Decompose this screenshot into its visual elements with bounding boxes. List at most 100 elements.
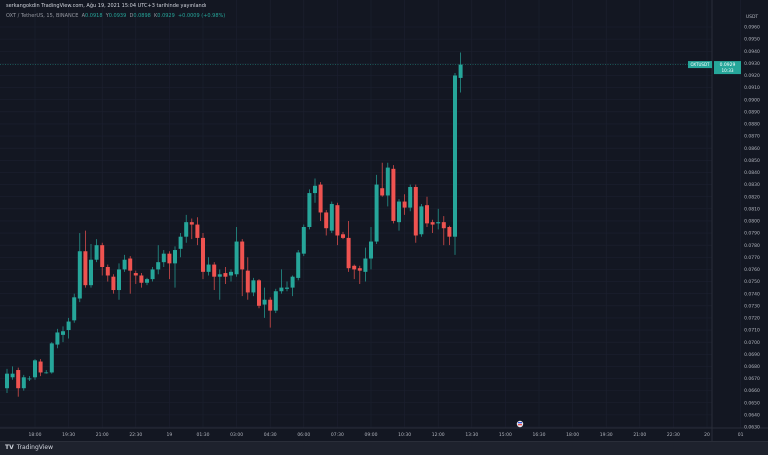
candle[interactable] bbox=[195, 217, 200, 246]
time-axis[interactable]: 18:00 19:30 21:00 22:30 19 01:30 03:00 04:30 06:… bbox=[29, 432, 744, 438]
candle[interactable] bbox=[178, 233, 183, 258]
candle[interactable] bbox=[391, 165, 396, 224]
candle[interactable] bbox=[122, 254, 127, 272]
candle[interactable] bbox=[33, 359, 37, 380]
candle[interactable] bbox=[313, 178, 317, 203]
candle[interactable] bbox=[201, 233, 205, 280]
candle[interactable] bbox=[441, 216, 446, 246]
symbol-title[interactable]: OXT / TetherUS, 15, BINANCE bbox=[6, 13, 79, 19]
candle[interactable] bbox=[251, 277, 256, 297]
price-tick-label: 0.0670 bbox=[744, 376, 760, 382]
candle[interactable] bbox=[285, 281, 289, 292]
open-label: A bbox=[81, 13, 86, 19]
candle[interactable] bbox=[167, 251, 172, 280]
candle[interactable] bbox=[44, 370, 49, 374]
price-tick-label: 0.0810 bbox=[744, 206, 760, 212]
candle[interactable] bbox=[72, 293, 77, 323]
candle[interactable] bbox=[352, 264, 357, 280]
candle[interactable] bbox=[458, 52, 463, 93]
price-axis[interactable]: 0.0960 0.0950 0.0940 0.0930 0.0920 0.0910 0.09… bbox=[744, 25, 760, 431]
candle[interactable] bbox=[447, 225, 452, 246]
candle[interactable] bbox=[279, 269, 284, 294]
candle[interactable] bbox=[307, 189, 312, 230]
candle[interactable] bbox=[5, 368, 9, 394]
candle[interactable] bbox=[189, 218, 194, 240]
candle[interactable] bbox=[212, 262, 217, 291]
candle[interactable] bbox=[150, 267, 155, 282]
candle[interactable] bbox=[128, 256, 133, 294]
candle[interactable] bbox=[436, 208, 441, 230]
time-tick-label: 18:00 bbox=[29, 432, 42, 438]
candle[interactable] bbox=[105, 264, 110, 282]
time-tick-label: 01:30 bbox=[197, 432, 210, 438]
candlestick-chart[interactable]: 0.0960 0.0950 0.0940 0.0930 0.0920 0.0910 0.09… bbox=[0, 0, 768, 441]
candle[interactable] bbox=[223, 267, 228, 284]
candle[interactable] bbox=[380, 162, 385, 197]
candle[interactable] bbox=[329, 201, 334, 234]
candle[interactable] bbox=[117, 263, 121, 300]
candle[interactable] bbox=[27, 376, 32, 381]
candle-body bbox=[240, 241, 245, 270]
candle[interactable] bbox=[156, 245, 161, 275]
candle[interactable] bbox=[245, 257, 250, 300]
candle[interactable] bbox=[38, 359, 43, 377]
candle[interactable] bbox=[111, 274, 116, 294]
candle[interactable] bbox=[257, 279, 261, 309]
candle[interactable] bbox=[369, 227, 373, 270]
candle[interactable] bbox=[10, 366, 15, 380]
candle[interactable] bbox=[296, 250, 301, 281]
candle[interactable] bbox=[408, 184, 413, 212]
candle[interactable] bbox=[100, 242, 105, 276]
candle[interactable] bbox=[217, 269, 222, 300]
candle[interactable] bbox=[453, 73, 457, 255]
candle[interactable] bbox=[324, 210, 329, 236]
candle[interactable] bbox=[290, 275, 295, 297]
candle[interactable] bbox=[363, 247, 368, 282]
candle[interactable] bbox=[173, 246, 177, 288]
candle-body bbox=[458, 64, 463, 78]
candle[interactable] bbox=[273, 288, 278, 314]
candle[interactable] bbox=[430, 219, 435, 234]
candle[interactable] bbox=[240, 239, 245, 297]
candle[interactable] bbox=[89, 243, 93, 288]
event-flag-icon[interactable] bbox=[516, 420, 524, 428]
candle[interactable] bbox=[301, 224, 306, 257]
candle[interactable] bbox=[229, 269, 233, 282]
candle[interactable] bbox=[77, 233, 82, 303]
candle[interactable] bbox=[413, 184, 418, 243]
candle[interactable] bbox=[357, 265, 362, 284]
candle[interactable] bbox=[262, 287, 267, 318]
candle[interactable] bbox=[61, 326, 65, 343]
candle[interactable] bbox=[184, 214, 189, 243]
candle[interactable] bbox=[206, 257, 211, 276]
candle[interactable] bbox=[161, 250, 166, 267]
candle[interactable] bbox=[55, 328, 60, 349]
candle[interactable] bbox=[419, 203, 424, 237]
candle[interactable] bbox=[341, 231, 345, 240]
tradingview-logo[interactable]: TV TradingView bbox=[5, 444, 53, 451]
candle[interactable] bbox=[425, 196, 429, 227]
candle[interactable] bbox=[385, 162, 390, 207]
candle[interactable] bbox=[94, 239, 99, 263]
price-tick-label: 0.0730 bbox=[744, 303, 760, 309]
candle[interactable] bbox=[139, 273, 144, 288]
candle-body bbox=[391, 168, 396, 221]
candle-body bbox=[77, 251, 82, 299]
candle[interactable] bbox=[145, 277, 149, 286]
candle[interactable] bbox=[21, 374, 26, 391]
candle[interactable] bbox=[397, 199, 401, 231]
candle[interactable] bbox=[402, 194, 407, 215]
price-tick-label: 0.0680 bbox=[744, 364, 760, 370]
candle[interactable] bbox=[49, 342, 54, 374]
candle[interactable] bbox=[335, 202, 340, 246]
candle-body bbox=[313, 185, 317, 194]
candle[interactable] bbox=[66, 317, 71, 339]
candle[interactable] bbox=[133, 270, 138, 284]
candle[interactable] bbox=[234, 227, 239, 277]
candle[interactable] bbox=[346, 220, 351, 272]
candle[interactable] bbox=[16, 367, 21, 397]
candle[interactable] bbox=[318, 182, 323, 221]
candle[interactable] bbox=[374, 174, 379, 244]
candle[interactable] bbox=[83, 230, 88, 288]
candle[interactable] bbox=[268, 297, 273, 328]
